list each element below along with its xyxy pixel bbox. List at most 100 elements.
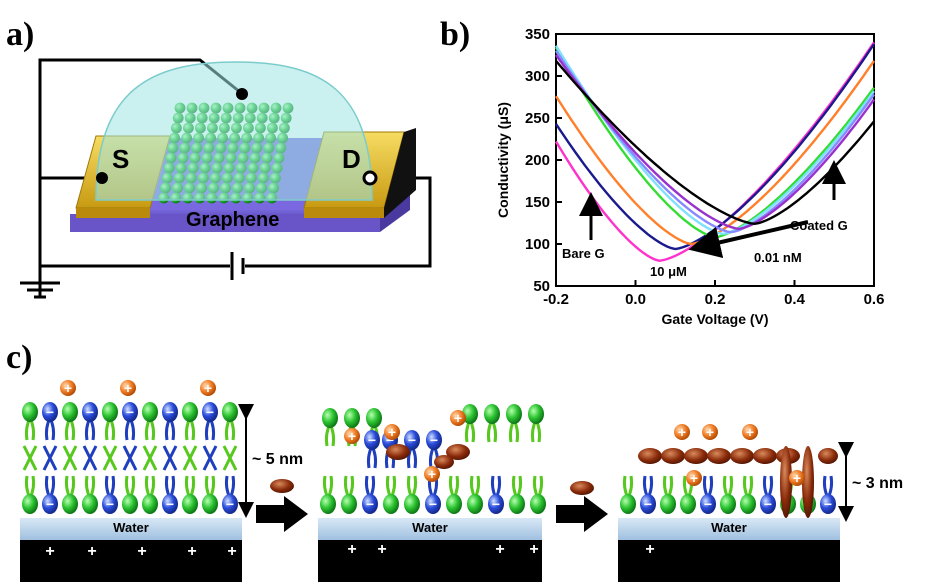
- lipid-headgroup: [202, 494, 218, 514]
- lipid-headgroup: [484, 404, 500, 424]
- lipid-tail: [162, 445, 178, 471]
- lipid-headgroup: [22, 494, 38, 514]
- lipid-tail: [122, 445, 138, 471]
- process-arrow-2: [556, 481, 608, 532]
- lipid-tail: [82, 445, 98, 471]
- panel-b: b) 50 100 150 200 250 300 350 -0.2 0.0 0.2 0.4 0.6…: [440, 16, 884, 327]
- series-line: [554, 45, 875, 236]
- cation: [789, 470, 805, 486]
- plus-charge: +: [124, 380, 132, 396]
- anionic-headgroup: [42, 494, 58, 514]
- lipid-headgroup: [740, 494, 756, 514]
- minus-charge: −: [126, 404, 134, 420]
- minus-charge: −: [166, 496, 174, 512]
- y-tick-label: 150: [525, 194, 550, 211]
- lipid-headgroup: [528, 404, 544, 424]
- graphene-label-1: Graphene: [91, 560, 170, 579]
- lipid-tail: [202, 445, 218, 471]
- lipid-headgroup: [142, 402, 158, 422]
- lipid-headgroup: [344, 408, 360, 428]
- series-line: [555, 50, 875, 234]
- peptide-icon-1: [270, 479, 294, 493]
- x-tick-label: 0.2: [705, 291, 726, 308]
- series-line: [555, 60, 875, 226]
- gate-contact-dot: [236, 88, 248, 100]
- anionic-headgroup: [700, 494, 716, 514]
- plus-charge: +: [690, 470, 698, 486]
- lipid-headgroup: [82, 494, 98, 514]
- y-tick-label: 250: [525, 110, 550, 127]
- stage-disrupted-bilayer: Water Graphene − − − −− − −++++ + + + +: [318, 404, 546, 582]
- y-tick-label: 300: [525, 68, 550, 85]
- source-label: S: [112, 144, 129, 174]
- inserted-peptide: [802, 446, 814, 518]
- plus-charge: +: [678, 424, 686, 440]
- inserted-peptide: [780, 446, 792, 518]
- minus-charge: −: [492, 496, 500, 512]
- cation: [60, 380, 76, 396]
- process-arrow-1: [256, 479, 308, 532]
- ten-um-label: 10 μM: [650, 264, 687, 279]
- concentration-arrow: [688, 220, 809, 258]
- low-conc-label: 0.01 nM: [754, 250, 802, 265]
- minus-charge: −: [106, 496, 114, 512]
- lipid-headgroup: [102, 402, 118, 422]
- cation: [686, 470, 702, 486]
- anionic-headgroup: [122, 402, 138, 422]
- peptide: [446, 444, 470, 460]
- lipid-headgroup: [122, 494, 138, 514]
- x-tick-label: 0.4: [784, 291, 806, 308]
- graphene-plus-mark: +: [187, 543, 196, 560]
- lipid-headgroup: [62, 402, 78, 422]
- water-layer-3: [618, 518, 840, 540]
- anionic-headgroup: [820, 494, 836, 514]
- lipid-headgroup: [506, 404, 522, 424]
- cation: [344, 428, 360, 444]
- graphene-base-2: [318, 540, 542, 582]
- y-tick-label: 100: [525, 236, 550, 253]
- peptide: [684, 448, 708, 464]
- anionic-headgroup: [488, 494, 504, 514]
- anionic-headgroup: [162, 494, 178, 514]
- graphene-label-2: Graphene: [390, 560, 469, 579]
- plus-charge: +: [706, 424, 714, 440]
- bilayer-2: − − − −− − −++++: [320, 404, 546, 514]
- water-label-1: Water: [113, 520, 149, 535]
- lipid-headgroup: [22, 402, 38, 422]
- lipid-headgroup: [509, 494, 525, 514]
- cation: [120, 380, 136, 396]
- x-ticks: -0.2 0.0 0.2 0.4 0.6: [543, 280, 884, 308]
- lipid-headgroup: [62, 494, 78, 514]
- anionic-headgroup: [82, 402, 98, 422]
- minus-charge: −: [86, 404, 94, 420]
- peptide: [730, 448, 754, 464]
- lipid-headgroup: [462, 404, 478, 424]
- cation: [200, 380, 216, 396]
- peptide-icon-2: [570, 481, 594, 495]
- graphene-plus-mark: +: [529, 541, 538, 558]
- y-tick-label: 200: [525, 152, 550, 169]
- stage-peptide-coated-monolayer: Water Graphene − − − −+ + ++ + +: [618, 424, 840, 582]
- water-label-2: Water: [412, 520, 448, 535]
- minus-charge: −: [206, 404, 214, 420]
- series-line: [555, 54, 875, 231]
- y-axis-title: Conductivity (μS): [495, 102, 511, 218]
- graphene-plus-mark: +: [87, 543, 96, 560]
- plus-charge: +: [204, 380, 212, 396]
- minus-charge: −: [368, 432, 376, 448]
- panel-label-c: c): [6, 339, 32, 376]
- anionic-headgroup: [162, 402, 178, 422]
- panel-label-b: b): [440, 16, 470, 53]
- conductivity-chart: 50 100 150 200 250 300 350 -0.2 0.0 0.2 0.4 0.6 Ga…: [495, 26, 884, 327]
- minus-charge: −: [366, 496, 374, 512]
- peptide: [638, 448, 662, 464]
- charge-marks-2: + + + +: [347, 541, 538, 558]
- plus-charge: +: [388, 424, 396, 440]
- panel-c: c) Water Graphene − − − − −− − − −+ + + + + + + + ~ 5…: [6, 339, 903, 582]
- plus-charge: +: [746, 424, 754, 440]
- ground-icon: [20, 281, 60, 299]
- bilayer-1: − − − − −− − − −+ + +: [22, 380, 238, 514]
- anionic-headgroup: [426, 430, 442, 450]
- plus-charge: +: [64, 380, 72, 396]
- anionic-headgroup: [760, 494, 776, 514]
